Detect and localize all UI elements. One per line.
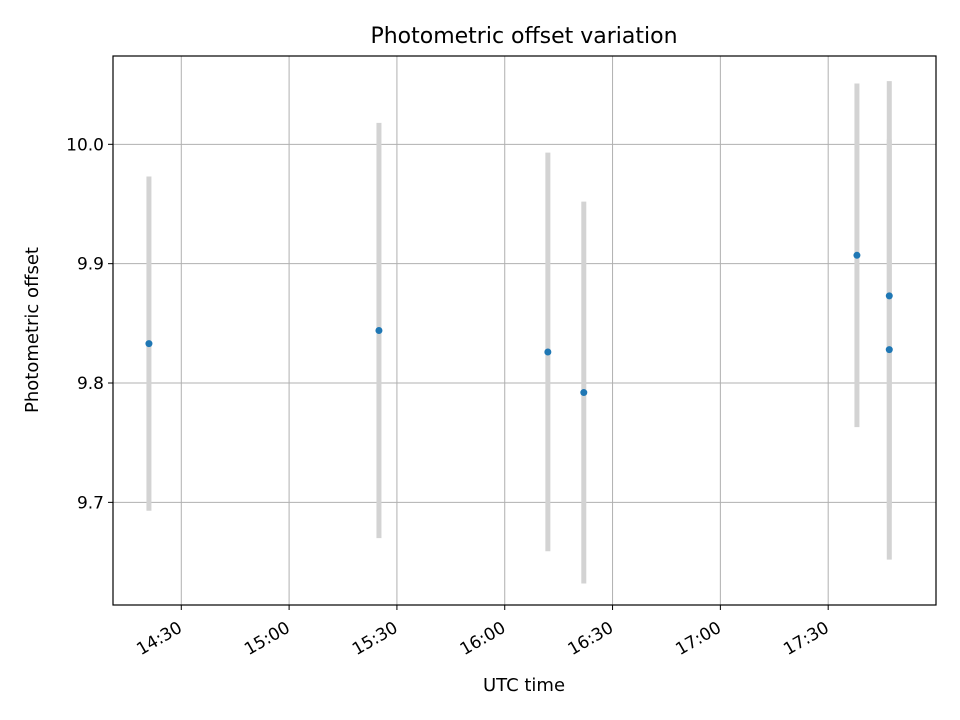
y-tick-label: 9.9 (77, 255, 104, 275)
chart-title: Photometric offset variation (370, 24, 677, 49)
x-axis-ticks: 14:30 15:00 15:30 16:00 16:30 17:00 17:30 (133, 605, 833, 660)
y-axis-ticks: 9.7 9.8 9.9 10.0 (66, 135, 113, 513)
x-tick-label: 16:30 (565, 618, 617, 660)
x-axis-label: UTC time (483, 675, 565, 696)
x-tick-label: 15:30 (349, 618, 401, 660)
data-point (885, 346, 893, 354)
y-tick-label: 10.0 (66, 135, 104, 155)
data-point (375, 327, 383, 334)
x-tick-label: 16:00 (457, 618, 509, 660)
x-tick-label: 15:00 (241, 618, 293, 660)
error-bars (146, 81, 892, 584)
data-point (853, 251, 861, 259)
data-point (885, 292, 893, 300)
y-tick-label: 9.7 (77, 493, 104, 513)
x-tick-label: 14:30 (133, 618, 185, 660)
plot-frame (112, 55, 937, 606)
data-points (145, 251, 893, 397)
x-tick-label: 17:00 (672, 618, 724, 660)
data-point (580, 389, 588, 397)
grid (113, 56, 936, 605)
data-point (544, 348, 552, 356)
y-tick-label: 9.8 (77, 374, 104, 394)
data-point (145, 340, 153, 348)
x-tick-label: 17:30 (780, 618, 832, 660)
y-axis-label: Photometric offset (22, 247, 43, 413)
